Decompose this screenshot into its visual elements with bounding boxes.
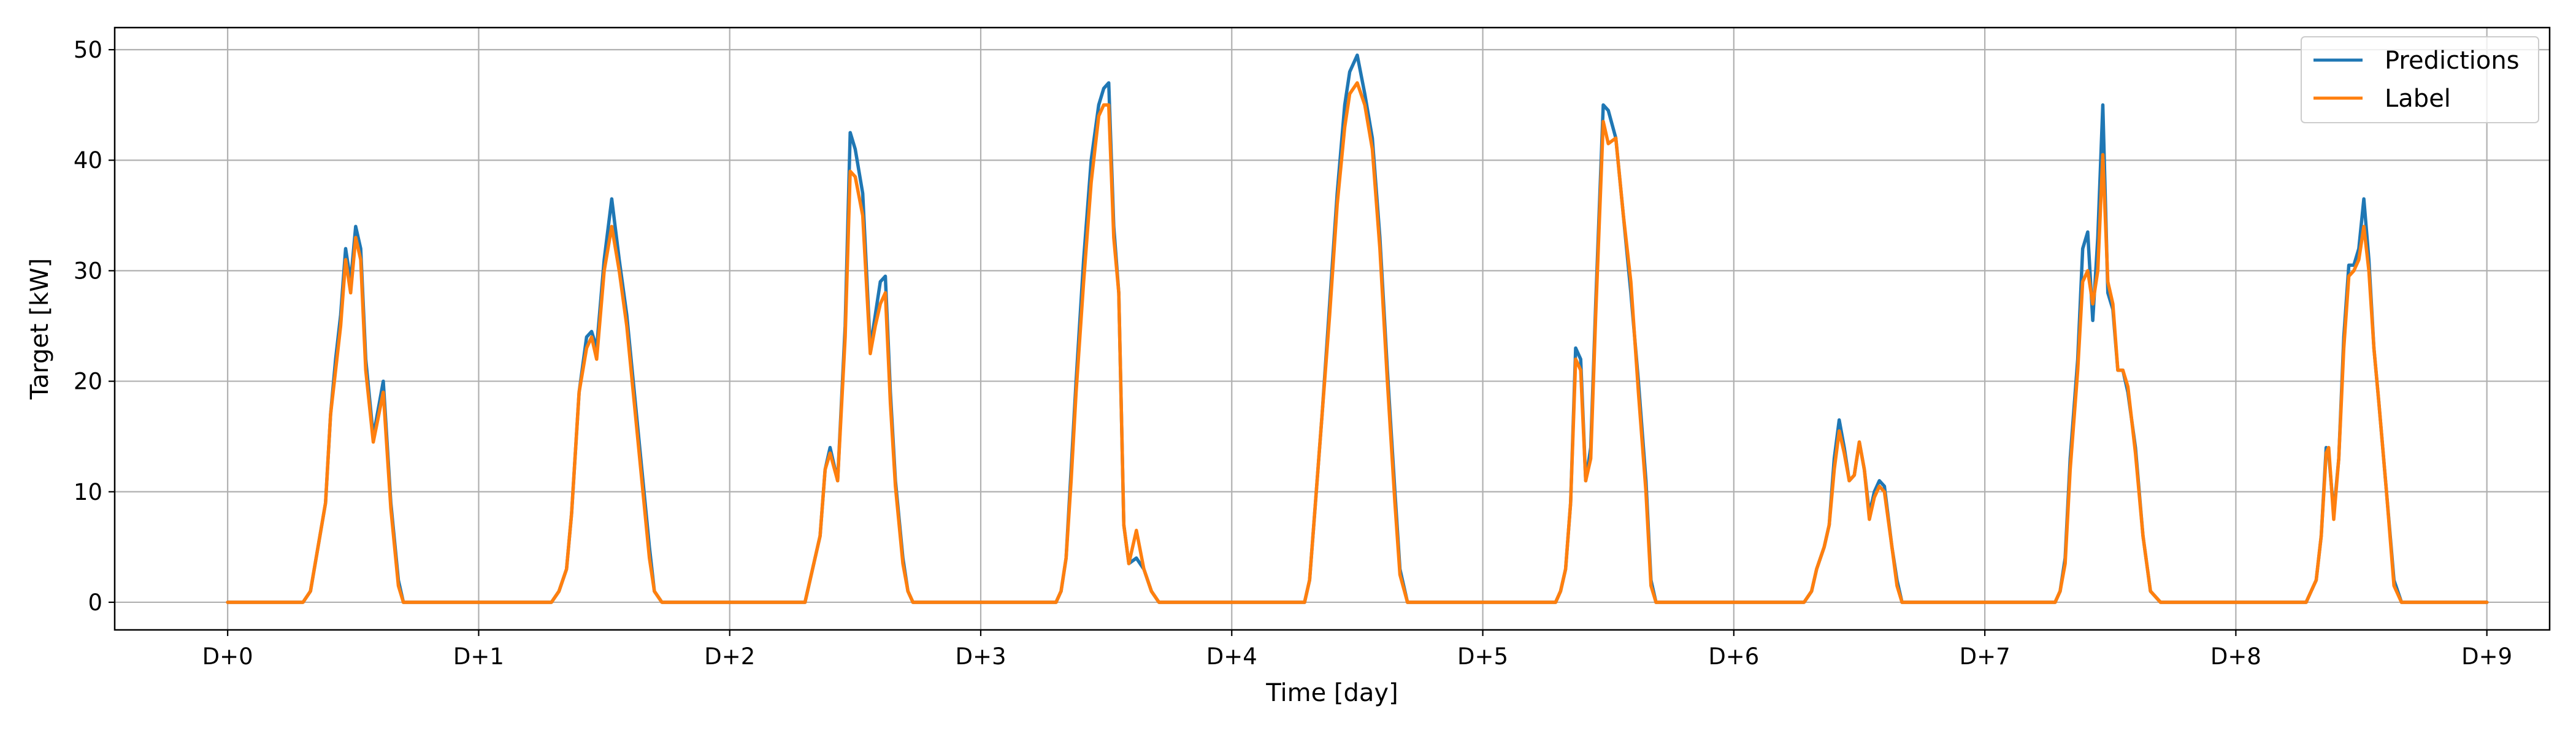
y-tick-label: 40 [74,147,102,174]
x-tick-label: D+5 [1457,643,1508,670]
series-line-predictions [226,53,2489,604]
y-tick-label: 10 [74,479,102,505]
y-tick-label: 30 [74,258,102,284]
x-tick-label: D+8 [2210,643,2261,670]
y-tick-label: 50 [74,37,102,63]
axis-ticks: D+0 D+1 D+2 D+3 D+4 D+5 D+6 D+7 D+8 D+9 0 10 20 30 40 5… [74,37,2512,670]
x-tick-label: D+9 [2461,643,2512,670]
x-tick-label: D+3 [955,643,1006,670]
series-lines [226,53,2489,604]
x-tick-label: D+0 [202,643,253,670]
y-tick-label: 20 [74,369,102,395]
x-tick-label: D+6 [1708,643,1759,670]
x-tick-label: D+4 [1206,643,1257,670]
legend-label-label: Label [2385,85,2451,113]
x-tick-label: D+2 [704,643,755,670]
legend: Predictions Label [2301,36,2539,123]
x-tick-label: D+7 [1960,643,2011,670]
y-axis-label: Target [kW] [26,258,54,400]
series-line-label [226,81,2489,604]
y-tick-label: 0 [88,589,102,616]
plot-frame [113,26,2551,631]
x-axis-label: Time [day] [1265,679,1398,707]
legend-label-predictions: Predictions [2385,47,2520,75]
x-tick-label: D+1 [453,643,504,670]
legend-box [2301,36,2539,123]
